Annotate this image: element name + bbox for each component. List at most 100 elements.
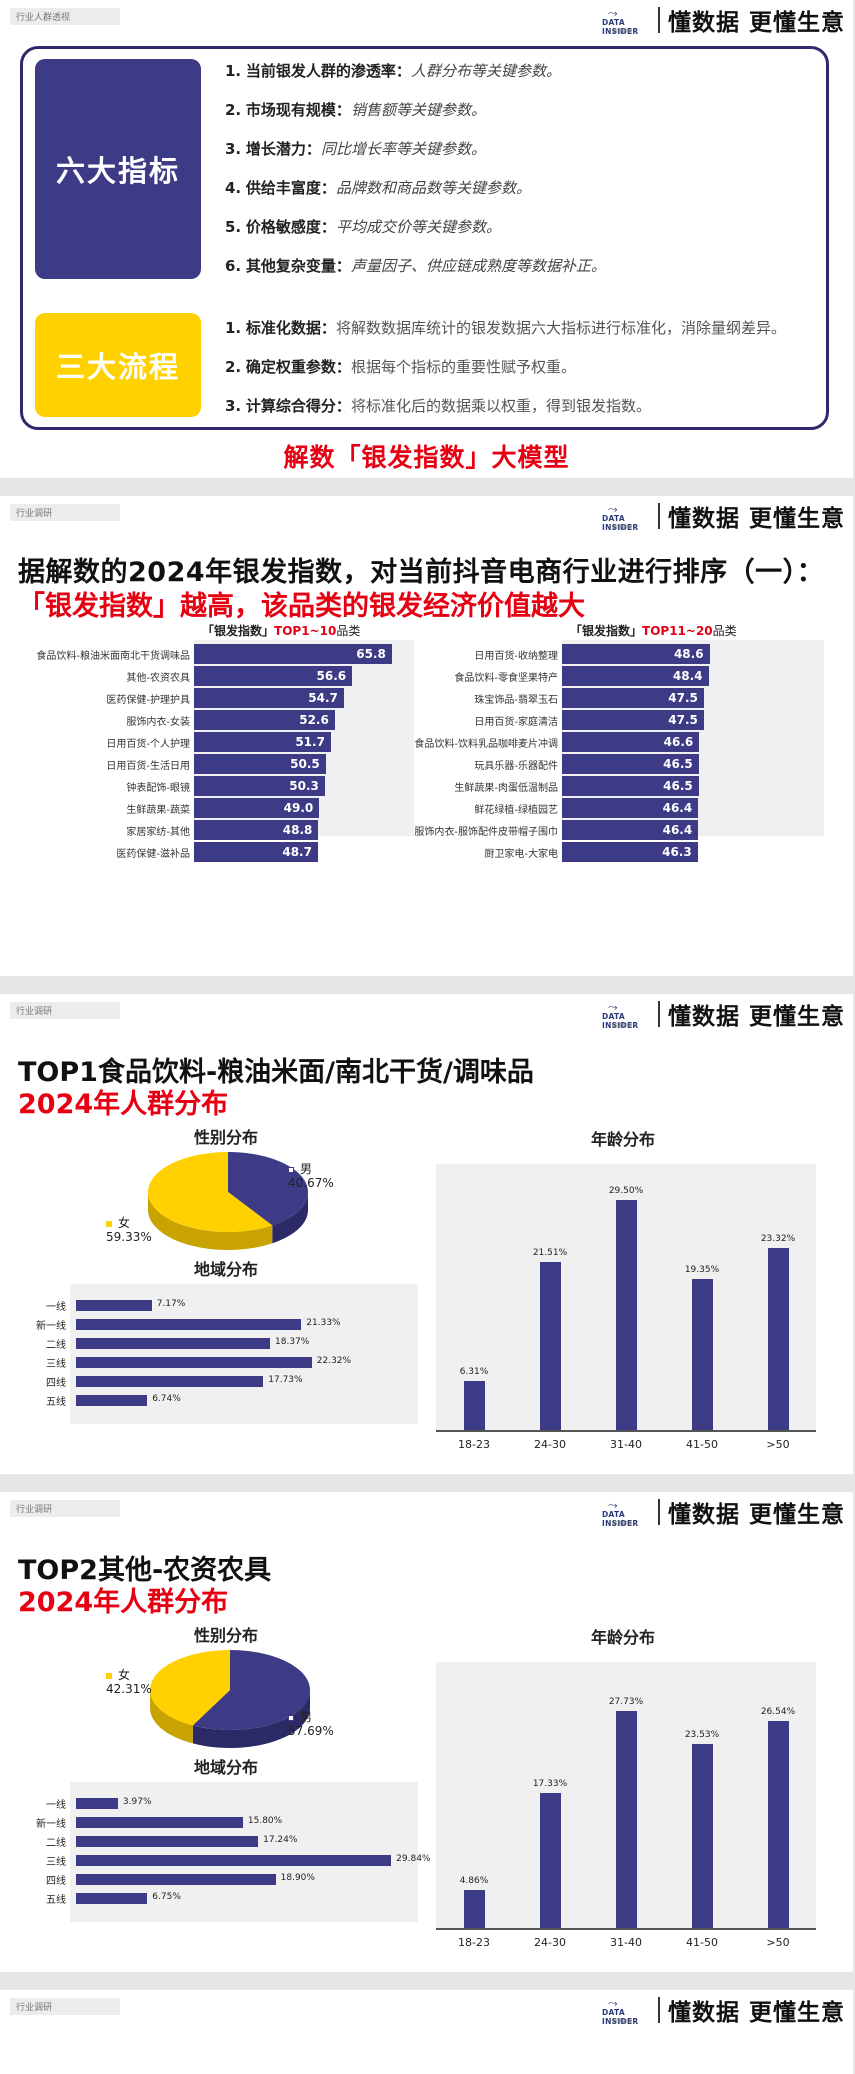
age-category-label: 41-50 [686, 1936, 718, 1949]
brand-logo: ⤳ DATA INSIDER 解数咨询 懂数据 更懂生意 [602, 4, 845, 36]
logo-divider [657, 7, 660, 33]
ranking-category-label: 厨卫家电-大家电 [484, 849, 558, 860]
ranking-bar: 52.6 [194, 710, 335, 730]
pie-label-female: 女 42.31% [106, 1668, 152, 1696]
pie-value: 57.69% [288, 1724, 334, 1738]
data-insider-logo: ⤳ DATA INSIDER 解数咨询 [601, 1498, 639, 1528]
pie-label-male: 男 57.69% [288, 1710, 334, 1738]
age-category-label: 18-23 [458, 1438, 490, 1451]
indicator-number: 1. [225, 319, 242, 337]
indicator-desc: 人群分布等关键参数。 [410, 62, 561, 80]
slide-next: 行业调研 ⤳ DATA INSIDER 解数咨询 懂数据 更懂生意 [0, 1990, 853, 2074]
indicator-key: 市场现有规模： [245, 101, 351, 119]
brand-slogan: 懂数据 更懂生意 [667, 2000, 845, 2026]
ranking-category-label: 食品饮料-零食坚果特产 [454, 673, 558, 684]
region-bar [76, 1855, 392, 1866]
region-bar-value: 7.17% [156, 1299, 186, 1309]
gender-title: 性别分布 [194, 1626, 259, 1645]
age-bar [464, 1380, 485, 1430]
age-category-label: 41-50 [686, 1438, 718, 1451]
pie-value: 42.31% [106, 1682, 152, 1696]
region-bar-value: 3.97% [122, 1797, 152, 1807]
brand-slogan: 懂数据 更懂生意 [667, 1502, 845, 1528]
ranking-category-label: 食品饮料-饮料乳品咖啡麦片冲调 [414, 739, 558, 750]
category-subtitle: 2024年人群分布 [18, 1089, 229, 1120]
ranking-subheading: 「银发指数」越高，该品类的银发经济价值越大 [18, 591, 585, 622]
brand-slogan: 懂数据 更懂生意 [667, 10, 845, 36]
slide-top1-demographics: 行业调研 ⤳ DATA INSIDER 解数咨询 懂数据 更懂生意 TOP1食品… [0, 994, 853, 1474]
ranking-category-label: 医药保健-护理护具 [106, 695, 190, 706]
age-bar-value: 29.50% [608, 1185, 644, 1196]
ranking-bar-value: 46.5 [663, 757, 693, 771]
indicator-line: 1. 当前银发人群的渗透率：人群分布等关键参数。 [225, 60, 561, 81]
age-bar-value: 26.54% [760, 1706, 796, 1717]
ranking-bar: 50.3 [194, 776, 325, 796]
ranking-category-label: 生鲜蔬果-蔬菜 [126, 805, 190, 816]
gender-pie-chart [149, 1650, 310, 1748]
ranking-bar-value: 56.6 [316, 669, 347, 683]
indicator-number: 1. [225, 62, 242, 80]
indicator-key: 增长潜力： [245, 140, 321, 158]
age-bar-value: 23.53% [684, 1730, 720, 1741]
region-category-label: 五线 [46, 1397, 66, 1408]
region-bar [76, 1836, 259, 1847]
region-category-label: 新一线 [36, 1321, 66, 1332]
age-bar [616, 1199, 637, 1430]
ranking-bar: 46.4 [562, 820, 699, 840]
age-bar [768, 1247, 789, 1430]
indicator-desc: 品牌数和商品数等关键参数。 [335, 179, 531, 197]
ranking-chart-top1-10: 「银发指数」TOP1~10品类 食品饮料-粮油米面南北干货调味品 65.8 其他-农资… [14, 622, 414, 862]
pie-slice-female [148, 1152, 273, 1232]
ranking-bar-value: 50.3 [289, 779, 319, 793]
ranking-chart-title: 「银发指数」TOP11~20品类 [570, 622, 737, 639]
indicator-key: 计算综合得分： [245, 397, 351, 415]
indicator-key: 当前银发人群的渗透率： [245, 62, 411, 80]
brand-logo: ⤳ DATA INSIDER 解数咨询 懂数据 更懂生意 [602, 1496, 845, 1528]
ranking-bar-value: 46.5 [663, 779, 693, 793]
indicator-number: 3. [225, 140, 242, 158]
indicator-key: 供给丰富度： [245, 179, 336, 197]
model-frame: 六大指标 三大流程 1. 当前银发人群的渗透率：人群分布等关键参数。 2. 市场现… [20, 46, 829, 430]
indicator-desc: 同比增长率等关键参数。 [320, 140, 486, 158]
logo-mark-icon: ⤳ [607, 6, 618, 20]
age-category-label: 31-40 [610, 1936, 642, 1949]
age-x-axis [436, 1928, 816, 1930]
region-bar [76, 1817, 243, 1828]
region-bar-value: 29.84% [396, 1854, 431, 1864]
age-category-label: >50 [766, 1438, 790, 1451]
ranking-category-label: 日用百货-生活日用 [106, 761, 190, 772]
slide-top2-demographics: 行业调研 ⤳ DATA INSIDER 解数咨询 懂数据 更懂生意 TOP2其他… [0, 1492, 853, 1972]
age-bar-value: 6.31% [459, 1366, 489, 1377]
indicator-number: 2. [225, 101, 242, 119]
ranking-bar: 51.7 [194, 732, 331, 752]
ranking-bar: 65.8 [194, 644, 392, 664]
pie-category: 女 [118, 1216, 131, 1230]
ranking-category-label: 日用百货-收纳整理 [474, 651, 558, 662]
section-tag: 行业人群透视 [10, 8, 120, 25]
ranking-bar-value: 52.6 [299, 713, 329, 727]
age-bar [464, 1890, 485, 1928]
ranking-category-label: 日用百货-个人护理 [106, 739, 190, 750]
ranking-category-label: 服饰内衣-女装 [126, 717, 190, 728]
age-bar-value: 17.33% [532, 1778, 568, 1789]
indicator-line: 2. 市场现有规模：销售额等关键参数。 [225, 99, 486, 120]
indicator-desc: 销售额等关键参数。 [350, 101, 486, 119]
region-bar-value: 17.73% [268, 1375, 303, 1385]
brand-slogan: 懂数据 更懂生意 [667, 1004, 845, 1030]
ranking-title-suffix: 品类 [712, 624, 737, 638]
age-category-label: 24-30 [534, 1936, 566, 1949]
ranking-title-rank: TOP1~10 [274, 624, 337, 638]
ranking-bar: 46.6 [562, 732, 700, 752]
section-tag: 行业调研 [10, 1002, 120, 1019]
ranking-category-label: 鲜花绿植-绿植园艺 [474, 805, 558, 816]
ranking-bar: 49.0 [194, 798, 320, 818]
legend-square-female-icon [106, 1672, 112, 1679]
data-insider-logo: ⤳ DATA INSIDER 解数咨询 [601, 1000, 639, 1030]
age-bar-value: 19.35% [684, 1264, 720, 1275]
brand-logo: ⤳ DATA INSIDER 解数咨询 懂数据 更懂生意 [602, 1994, 845, 2026]
age-title: 年龄分布 [591, 1130, 656, 1149]
ranking-bar-value: 46.6 [663, 735, 694, 749]
pie-label-male: 男 40.67% [288, 1162, 334, 1190]
region-bar-value: 15.80% [247, 1816, 283, 1826]
indicator-desc: 将解数数据库统计的银发数据六大指标进行标准化，消除量纲差异。 [335, 319, 786, 337]
